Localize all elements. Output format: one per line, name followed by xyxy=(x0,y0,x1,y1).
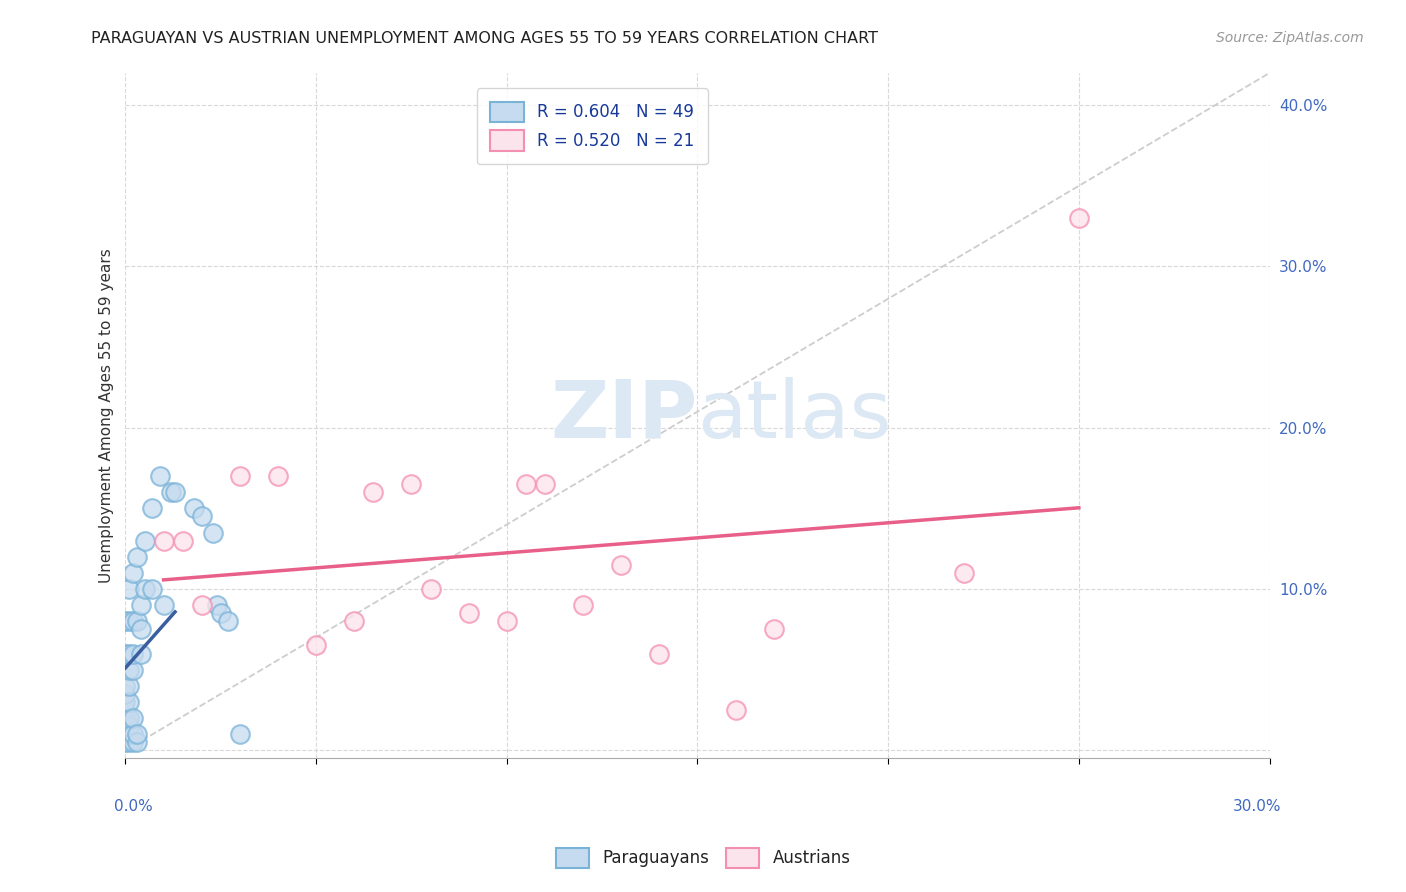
Y-axis label: Unemployment Among Ages 55 to 59 years: Unemployment Among Ages 55 to 59 years xyxy=(100,248,114,583)
Point xyxy=(610,558,633,572)
Text: PARAGUAYAN VS AUSTRIAN UNEMPLOYMENT AMONG AGES 55 TO 59 YEARS CORRELATION CHART: PARAGUAYAN VS AUSTRIAN UNEMPLOYMENT AMON… xyxy=(91,31,879,46)
Point xyxy=(534,477,557,491)
Point xyxy=(125,549,148,564)
Point xyxy=(125,614,148,628)
Point xyxy=(129,647,152,661)
Point xyxy=(141,582,163,596)
Point xyxy=(118,719,141,733)
Point xyxy=(114,679,136,693)
Point xyxy=(114,695,136,709)
Point xyxy=(122,711,145,725)
Point xyxy=(122,735,145,749)
Point xyxy=(572,598,595,612)
Point xyxy=(118,647,141,661)
Text: 30.0%: 30.0% xyxy=(1233,799,1281,814)
Point xyxy=(363,485,385,500)
Point xyxy=(129,623,152,637)
Point xyxy=(118,614,141,628)
Point xyxy=(129,598,152,612)
Text: ZIP: ZIP xyxy=(550,376,697,455)
Point xyxy=(118,711,141,725)
Point xyxy=(114,719,136,733)
Point xyxy=(229,469,252,483)
Point xyxy=(202,525,225,540)
Point xyxy=(114,687,136,701)
Point xyxy=(724,703,747,717)
Point xyxy=(401,477,423,491)
Point xyxy=(134,533,156,548)
Point xyxy=(122,566,145,580)
Point xyxy=(118,663,141,677)
Point xyxy=(149,469,172,483)
Point xyxy=(172,533,194,548)
Point xyxy=(125,727,148,741)
Text: 0.0%: 0.0% xyxy=(114,799,153,814)
Point xyxy=(114,647,136,661)
Point xyxy=(515,477,537,491)
Legend: R = 0.604   N = 49, R = 0.520   N = 21: R = 0.604 N = 49, R = 0.520 N = 21 xyxy=(477,88,707,164)
Point xyxy=(1067,211,1090,226)
Legend: Paraguayans, Austrians: Paraguayans, Austrians xyxy=(548,841,858,875)
Point xyxy=(343,614,366,628)
Point xyxy=(114,735,136,749)
Point xyxy=(163,485,186,500)
Point xyxy=(762,623,785,637)
Point xyxy=(122,647,145,661)
Point xyxy=(122,614,145,628)
Point xyxy=(118,582,141,596)
Text: Source: ZipAtlas.com: Source: ZipAtlas.com xyxy=(1216,31,1364,45)
Point xyxy=(160,485,183,500)
Point xyxy=(190,509,212,524)
Point xyxy=(152,598,174,612)
Point xyxy=(953,566,976,580)
Point xyxy=(495,614,517,628)
Point xyxy=(648,647,671,661)
Point xyxy=(141,501,163,516)
Point xyxy=(118,695,141,709)
Point xyxy=(205,598,228,612)
Point xyxy=(114,711,136,725)
Point xyxy=(114,703,136,717)
Point xyxy=(305,639,328,653)
Point xyxy=(152,533,174,548)
Point xyxy=(125,735,148,749)
Point xyxy=(190,598,212,612)
Text: atlas: atlas xyxy=(697,376,891,455)
Point xyxy=(114,614,136,628)
Point xyxy=(209,606,232,620)
Point xyxy=(217,614,239,628)
Point xyxy=(419,582,441,596)
Point xyxy=(183,501,205,516)
Point xyxy=(267,469,290,483)
Point xyxy=(457,606,479,620)
Point xyxy=(118,679,141,693)
Point xyxy=(122,663,145,677)
Point xyxy=(114,727,136,741)
Point xyxy=(118,727,141,741)
Point xyxy=(118,735,141,749)
Point xyxy=(229,727,252,741)
Point xyxy=(122,727,145,741)
Point xyxy=(134,582,156,596)
